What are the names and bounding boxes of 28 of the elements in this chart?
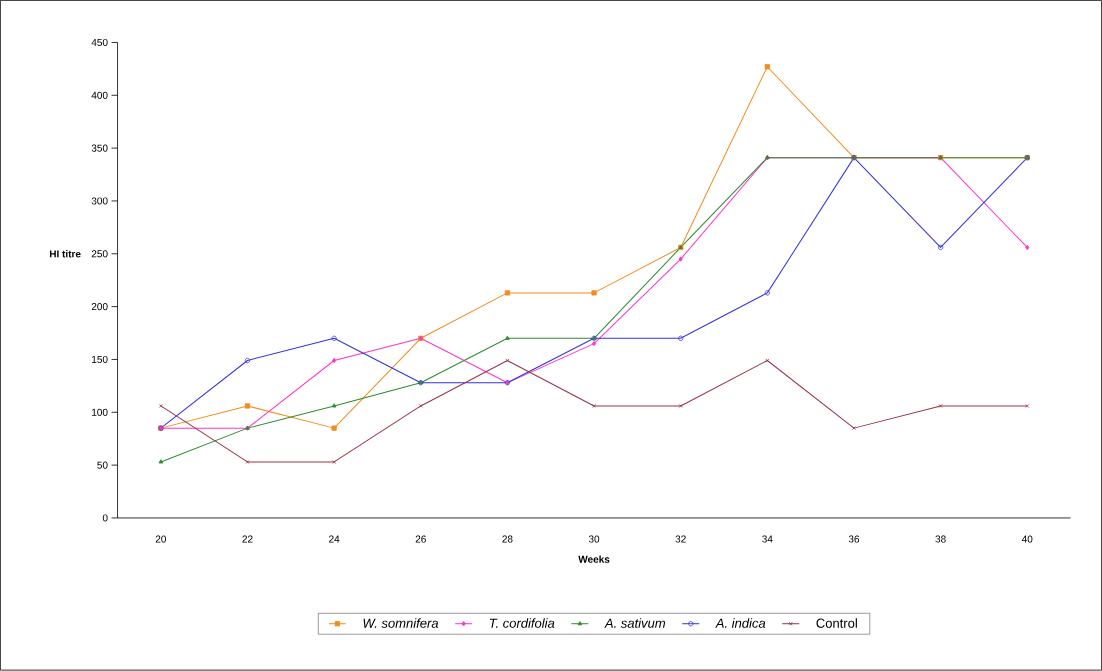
x-tick-label: 28: [502, 535, 513, 543]
y-tick-label: 300: [91, 197, 108, 205]
y-tick-label: 350: [91, 144, 108, 152]
x-tick-label: 26: [415, 535, 426, 543]
y-tick-label: 400: [91, 91, 108, 100]
legend-label: T. cordifolia: [489, 618, 555, 629]
x-tick-label: 34: [762, 535, 773, 543]
legend-label: A. sativum: [604, 618, 666, 629]
x-tick-label: 40: [1021, 535, 1033, 543]
x-tick-label: 36: [848, 535, 860, 543]
y-tick-label: 50: [97, 461, 108, 469]
y-tick-label: 100: [92, 408, 108, 417]
y-tick-label: 0: [102, 514, 108, 522]
legend-label: W. somnifera: [363, 618, 439, 629]
y-tick-label: 250: [91, 250, 108, 258]
x-tick-label: 20: [155, 535, 167, 543]
x-tick-label: 24: [329, 535, 340, 543]
x-tick-label: 22: [242, 535, 253, 543]
y-tick-label: 200: [91, 303, 108, 311]
x-tick-label: 32: [675, 535, 686, 543]
x-tick-label: 30: [588, 535, 600, 543]
y-axis-title: HI titre: [49, 250, 81, 258]
x-tick-label: 38: [935, 535, 946, 543]
y-tick-label: 450: [91, 39, 108, 47]
y-tick-label: 150: [92, 356, 108, 364]
legend-label: Control: [816, 618, 857, 629]
legend-label: A. indica: [715, 618, 766, 629]
x-axis-title: Weeks: [578, 555, 610, 564]
